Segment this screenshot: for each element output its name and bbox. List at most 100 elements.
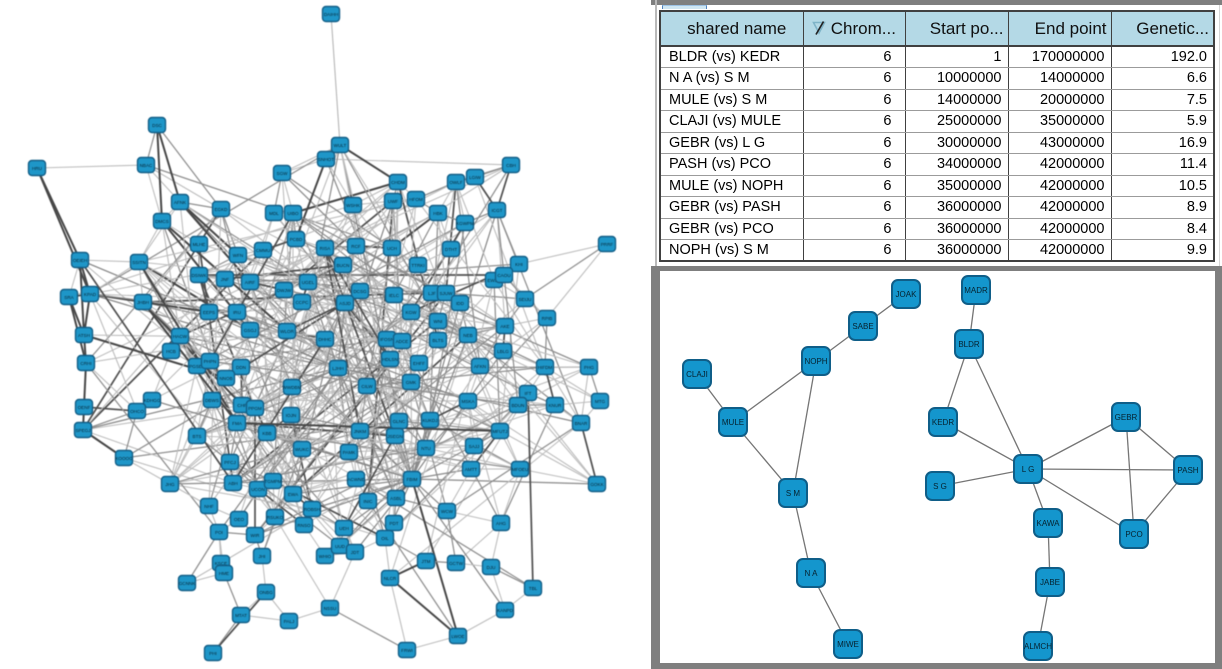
svg-text:ABH: ABH bbox=[228, 481, 237, 486]
svg-text:HME: HME bbox=[219, 571, 229, 576]
svg-text:DMCS: DMCS bbox=[155, 219, 169, 224]
svg-text:GEBR: GEBR bbox=[1115, 413, 1138, 422]
svg-text:JHG: JHG bbox=[165, 482, 175, 487]
svg-text:PHPN: PHPN bbox=[204, 359, 217, 364]
svg-text:OEO: OEO bbox=[234, 517, 245, 522]
svg-text:ASJD: ASJD bbox=[339, 301, 351, 306]
svg-text:HBK: HBK bbox=[433, 211, 443, 216]
svg-text:IFT: IFT bbox=[525, 391, 532, 396]
svg-text:JHBH: JHBH bbox=[137, 300, 149, 305]
svg-text:MDL: MDL bbox=[269, 211, 279, 216]
svg-text:KNUR: KNUR bbox=[548, 403, 562, 408]
svg-text:ACWNE: ACWNE bbox=[347, 477, 364, 482]
svg-text:BTS: BTS bbox=[193, 434, 202, 439]
svg-text:HCB: HCB bbox=[166, 349, 176, 354]
svg-text:ICGT: ICGT bbox=[492, 208, 503, 213]
svg-text:N A: N A bbox=[805, 569, 819, 578]
svg-text:ATSH: ATSH bbox=[78, 333, 90, 338]
svg-text:SJUW: SJUW bbox=[439, 291, 453, 296]
svg-text:JHI: JHI bbox=[259, 554, 266, 559]
svg-text:ALMCH: ALMCH bbox=[1024, 642, 1052, 651]
svg-text:IELC: IELC bbox=[389, 293, 400, 298]
svg-text:UUD: UUD bbox=[335, 544, 346, 549]
svg-text:GOKK: GOKK bbox=[590, 482, 604, 487]
svg-text:AKE: AKE bbox=[500, 324, 509, 329]
svg-text:JSEGN: JSEGN bbox=[387, 434, 402, 439]
svg-text:RCF: RCF bbox=[351, 244, 361, 249]
svg-text:WCW: WCW bbox=[441, 509, 454, 514]
svg-text:WLOR: WLOR bbox=[280, 329, 294, 334]
svg-text:DWJW: DWJW bbox=[277, 288, 292, 293]
svg-text:SPEGJ: SPEGJ bbox=[75, 428, 90, 433]
svg-text:OENF: OENF bbox=[78, 405, 91, 410]
svg-text:L G: L G bbox=[1022, 465, 1035, 474]
svg-text:MSKA: MSKA bbox=[461, 399, 475, 404]
svg-text:DHHC: DHHC bbox=[318, 337, 332, 342]
svg-text:SABE: SABE bbox=[852, 322, 873, 331]
svg-text:PRRF: PRRF bbox=[601, 242, 614, 247]
svg-text:HIFDM: HIFDM bbox=[538, 365, 553, 370]
svg-text:DBWS: DBWS bbox=[205, 398, 219, 403]
svg-text:OEIEH: OEIEH bbox=[73, 258, 87, 263]
svg-text:UGEL: UGEL bbox=[302, 280, 315, 285]
svg-text:EEPS: EEPS bbox=[203, 310, 215, 315]
svg-text:BNAR: BNAR bbox=[575, 421, 588, 426]
svg-text:LJHH: LJHH bbox=[332, 366, 344, 371]
svg-text:UEH: UEH bbox=[339, 526, 349, 531]
svg-text:GSGJ: GSGJ bbox=[244, 328, 257, 333]
svg-text:NTU: NTU bbox=[421, 446, 430, 451]
svg-text:OHCO: OHCO bbox=[130, 409, 144, 414]
svg-text:IFOSN: IFOSN bbox=[380, 337, 394, 342]
svg-text:RISA: RISA bbox=[320, 246, 332, 251]
svg-text:NSSU: NSSU bbox=[324, 606, 337, 611]
svg-text:DSIWK: DSIWK bbox=[191, 273, 207, 278]
svg-text:NHF: NHF bbox=[204, 504, 214, 509]
svg-text:MADR: MADR bbox=[964, 286, 988, 295]
svg-text:PPGM: PPGM bbox=[248, 406, 262, 411]
svg-text:MLHE: MLHE bbox=[193, 242, 206, 247]
svg-text:NBAC: NBAC bbox=[140, 163, 153, 168]
svg-text:SRA: SRA bbox=[64, 295, 74, 300]
svg-text:TTRKI: TTRKI bbox=[411, 263, 424, 268]
svg-text:JABE: JABE bbox=[1040, 578, 1060, 587]
svg-text:CMMU: CMMU bbox=[256, 248, 270, 253]
svg-text:PHG: PHG bbox=[584, 365, 594, 370]
svg-text:KHI: KHI bbox=[515, 262, 523, 267]
svg-text:UIBO: UIBO bbox=[287, 211, 299, 216]
svg-text:BDUN: BDUN bbox=[511, 403, 524, 408]
svg-text:TGMPM: TGMPM bbox=[264, 479, 281, 484]
svg-text:WNI: WNI bbox=[434, 319, 443, 324]
svg-text:GCTW: GCTW bbox=[449, 561, 464, 566]
svg-text:IOJN: IOJN bbox=[286, 413, 296, 418]
svg-text:EWA: EWA bbox=[288, 492, 299, 497]
svg-text:LBLG: LBLG bbox=[497, 349, 509, 354]
svg-text:PALJ: PALJ bbox=[284, 619, 295, 624]
svg-text:ROBSH: ROBSH bbox=[304, 507, 320, 512]
svg-text:JOAK: JOAK bbox=[896, 290, 918, 299]
svg-text:KOOOG: KOOOG bbox=[115, 456, 133, 461]
svg-text:LGIW: LGIW bbox=[469, 175, 481, 180]
svg-text:CHDM: CHDM bbox=[391, 180, 405, 185]
svg-text:ONBG: ONBG bbox=[259, 590, 273, 595]
svg-text:AMTT: AMTT bbox=[465, 467, 478, 472]
svg-text:RNSO: RNSO bbox=[297, 523, 311, 528]
svg-text:IRU: IRU bbox=[233, 310, 241, 315]
svg-text:WUKC: WUKC bbox=[295, 447, 310, 452]
svg-text:RSUKO: RSUKO bbox=[267, 515, 284, 520]
svg-text:DAIHH: DAIHH bbox=[324, 12, 338, 17]
svg-text:SEIJU: SEIJU bbox=[518, 297, 531, 302]
svg-text:AFNK: AFNK bbox=[174, 200, 187, 205]
svg-text:BUCN: BUCN bbox=[336, 263, 349, 268]
svg-text:PFCJ: PFCJ bbox=[224, 460, 235, 465]
svg-text:GCNNK: GCNNK bbox=[179, 581, 197, 586]
svg-text:CBH: CBH bbox=[506, 163, 516, 168]
svg-text:DJU: DJU bbox=[487, 565, 496, 570]
svg-text:KAWA: KAWA bbox=[1037, 519, 1061, 528]
svg-text:S G: S G bbox=[933, 482, 947, 491]
svg-text:ADCE: ADCE bbox=[396, 339, 409, 344]
svg-text:FRWI: FRWI bbox=[401, 648, 413, 653]
svg-text:CLAJI: CLAJI bbox=[686, 370, 708, 379]
svg-text:S M: S M bbox=[786, 489, 801, 498]
svg-text:DTHT: DTHT bbox=[445, 247, 457, 252]
svg-text:BLTS: BLTS bbox=[432, 338, 443, 343]
